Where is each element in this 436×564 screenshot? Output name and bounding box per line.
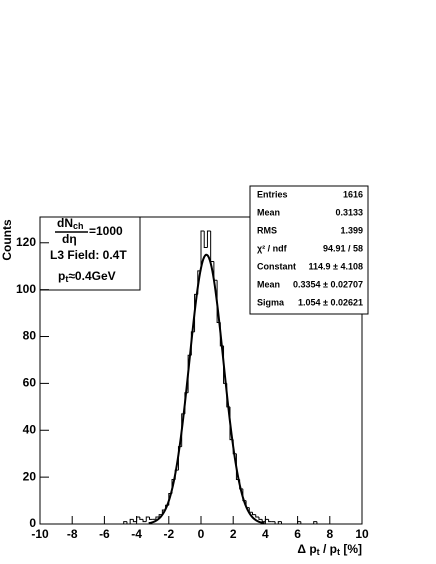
stats-label: χ² / ndf [257, 243, 288, 253]
stats-label: Mean [257, 279, 280, 289]
legend-pt: pt≈0.4GeV [58, 269, 116, 284]
stats-value: 94.91 / 58 [323, 243, 363, 253]
stats-value: 1.054 ± 0.02621 [298, 297, 363, 307]
histogram-bin [255, 514, 259, 518]
histogram-bin [177, 446, 182, 471]
y-axis-label: Counts [0, 219, 14, 261]
histogram-bin [281, 521, 285, 525]
x-tick-label: -6 [99, 527, 110, 541]
stats-value: 114.9 ± 4.108 [309, 261, 364, 271]
x-tick-label: 4 [262, 527, 269, 541]
stats-label: Entries [257, 189, 288, 199]
stats-value: 1616 [343, 189, 363, 199]
x-tick-label: -2 [163, 527, 174, 541]
histogram-bin [313, 521, 317, 524]
histogram-bin [126, 521, 131, 525]
x-label-part: t [337, 547, 340, 557]
x-tick-label: -10 [31, 527, 49, 541]
histogram-bin [148, 516, 153, 520]
histogram-bin [132, 519, 137, 523]
y-tick-label: 100 [16, 282, 36, 296]
x-tick-label: 2 [230, 527, 237, 541]
histogram-bin [139, 516, 144, 520]
histogram-bin [203, 231, 208, 248]
stats-label: Constant [257, 261, 296, 271]
stats-box [249, 185, 369, 315]
histogram-bin [252, 512, 256, 516]
histogram-bin [200, 230, 205, 271]
histogram-bin [142, 519, 147, 523]
y-tick-label: 20 [23, 469, 37, 483]
x-label-part: [%] [340, 542, 362, 556]
histogram-bin [300, 521, 305, 525]
histogram-bin [268, 519, 272, 523]
y-tick-label: 80 [23, 329, 37, 343]
y-tick-label: 60 [23, 376, 37, 390]
histogram-bin [145, 516, 150, 522]
stats-value: 0.3133 [335, 207, 363, 217]
x-label-part: Δ p [297, 542, 316, 556]
legend-text: dN [57, 216, 73, 230]
stats-value: 0.3354 ± 0.02707 [293, 279, 363, 289]
x-tick-label: 0 [198, 527, 205, 541]
x-tick-label: 8 [326, 527, 333, 541]
legend: dNch dη =1000 L3 Field: 0.4T pt≈0.4GeV [39, 216, 363, 525]
legend-field: L3 Field: 0.4T [50, 248, 127, 262]
histogram-bin [123, 521, 127, 524]
y-tick-label: 40 [23, 422, 37, 436]
x-axis-label: Δ pt / pt [%] [297, 542, 362, 557]
x-tick-label: 6 [294, 527, 301, 541]
x-tick-label: -4 [131, 527, 142, 541]
histogram-bin [206, 230, 211, 248]
legend-text: t [65, 274, 68, 284]
legend-text: ≈0.4GeV [68, 269, 115, 283]
legend-text: p [58, 269, 65, 283]
stats-label: Sigma [257, 297, 285, 307]
histogram-bin [261, 519, 266, 523]
histogram-bin [155, 516, 160, 520]
legend-box [39, 216, 141, 291]
x-tick-label: 10 [355, 527, 369, 541]
legend-text: ch [73, 221, 84, 231]
y-tick-label: 120 [16, 235, 36, 249]
legend-suffix: =1000 [89, 224, 123, 238]
histogram-bin [274, 521, 279, 525]
x-tick-label: -8 [67, 527, 78, 541]
x-label-part: / p [320, 542, 337, 556]
histogram-bin [258, 516, 263, 520]
fit-curve [148, 253, 265, 525]
histogram-bin [316, 521, 321, 525]
y-tick-label: 0 [29, 516, 36, 530]
x-label-part: t [317, 547, 320, 557]
histogram-bin [129, 518, 134, 524]
legend-denominator: dη [62, 232, 77, 246]
histogram-bin [277, 521, 282, 524]
legend-numerator: dNch [57, 216, 84, 231]
stats-value: 1.399 [340, 225, 363, 235]
stats-label: Mean [257, 207, 280, 217]
stats-label: RMS [257, 225, 277, 235]
